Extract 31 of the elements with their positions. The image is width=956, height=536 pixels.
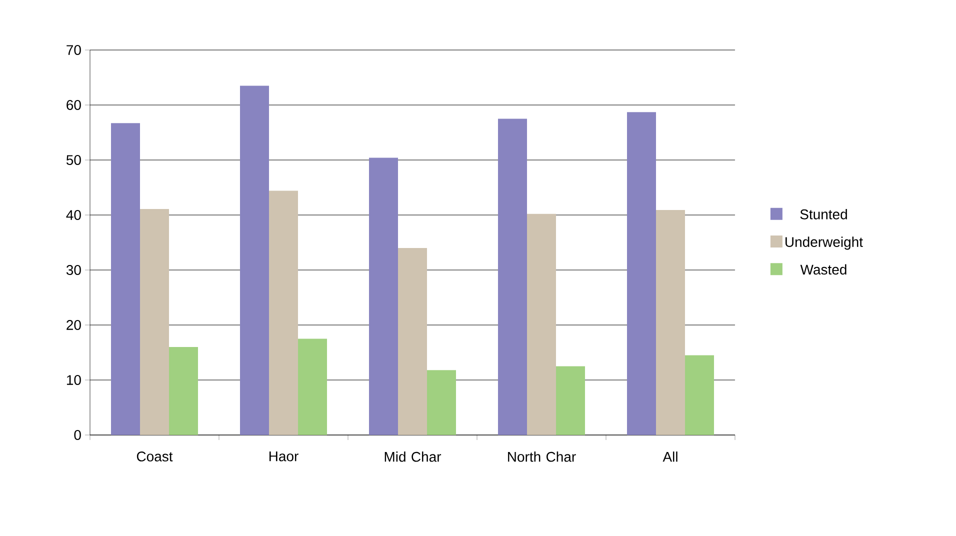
bar <box>298 338 328 435</box>
bar <box>269 190 298 435</box>
bar <box>656 210 686 435</box>
bar <box>369 158 398 435</box>
legend-label: Wasted <box>800 264 846 275</box>
bar <box>398 248 428 435</box>
y-tick-label: 50 <box>66 155 81 165</box>
bar <box>111 123 140 435</box>
bar <box>556 366 586 435</box>
y-tick-label: 40 <box>66 210 81 220</box>
legend-label: Stunted <box>800 209 847 220</box>
bar <box>527 214 556 435</box>
bar <box>140 208 169 435</box>
bar <box>498 118 528 435</box>
x-tick-label: Coast <box>136 452 173 462</box>
y-tick-label: 60 <box>66 100 81 110</box>
y-tick-label: 70 <box>66 45 81 55</box>
x-tick-label: North Char <box>508 452 576 462</box>
bar <box>427 370 456 435</box>
x-tick-label: Mid Char <box>384 452 442 462</box>
bar <box>240 86 270 435</box>
bar <box>685 355 714 435</box>
x-tick-label: Haor <box>269 452 298 462</box>
y-tick-label: 30 <box>66 265 81 275</box>
bar <box>169 347 198 435</box>
y-tick-label: 0 <box>74 430 81 440</box>
y-tick-label: 10 <box>66 375 81 385</box>
legend-label: Underweight <box>786 236 863 250</box>
x-tick-label: All <box>662 452 678 462</box>
bar <box>627 112 656 435</box>
y-tick-label: 20 <box>66 320 81 330</box>
